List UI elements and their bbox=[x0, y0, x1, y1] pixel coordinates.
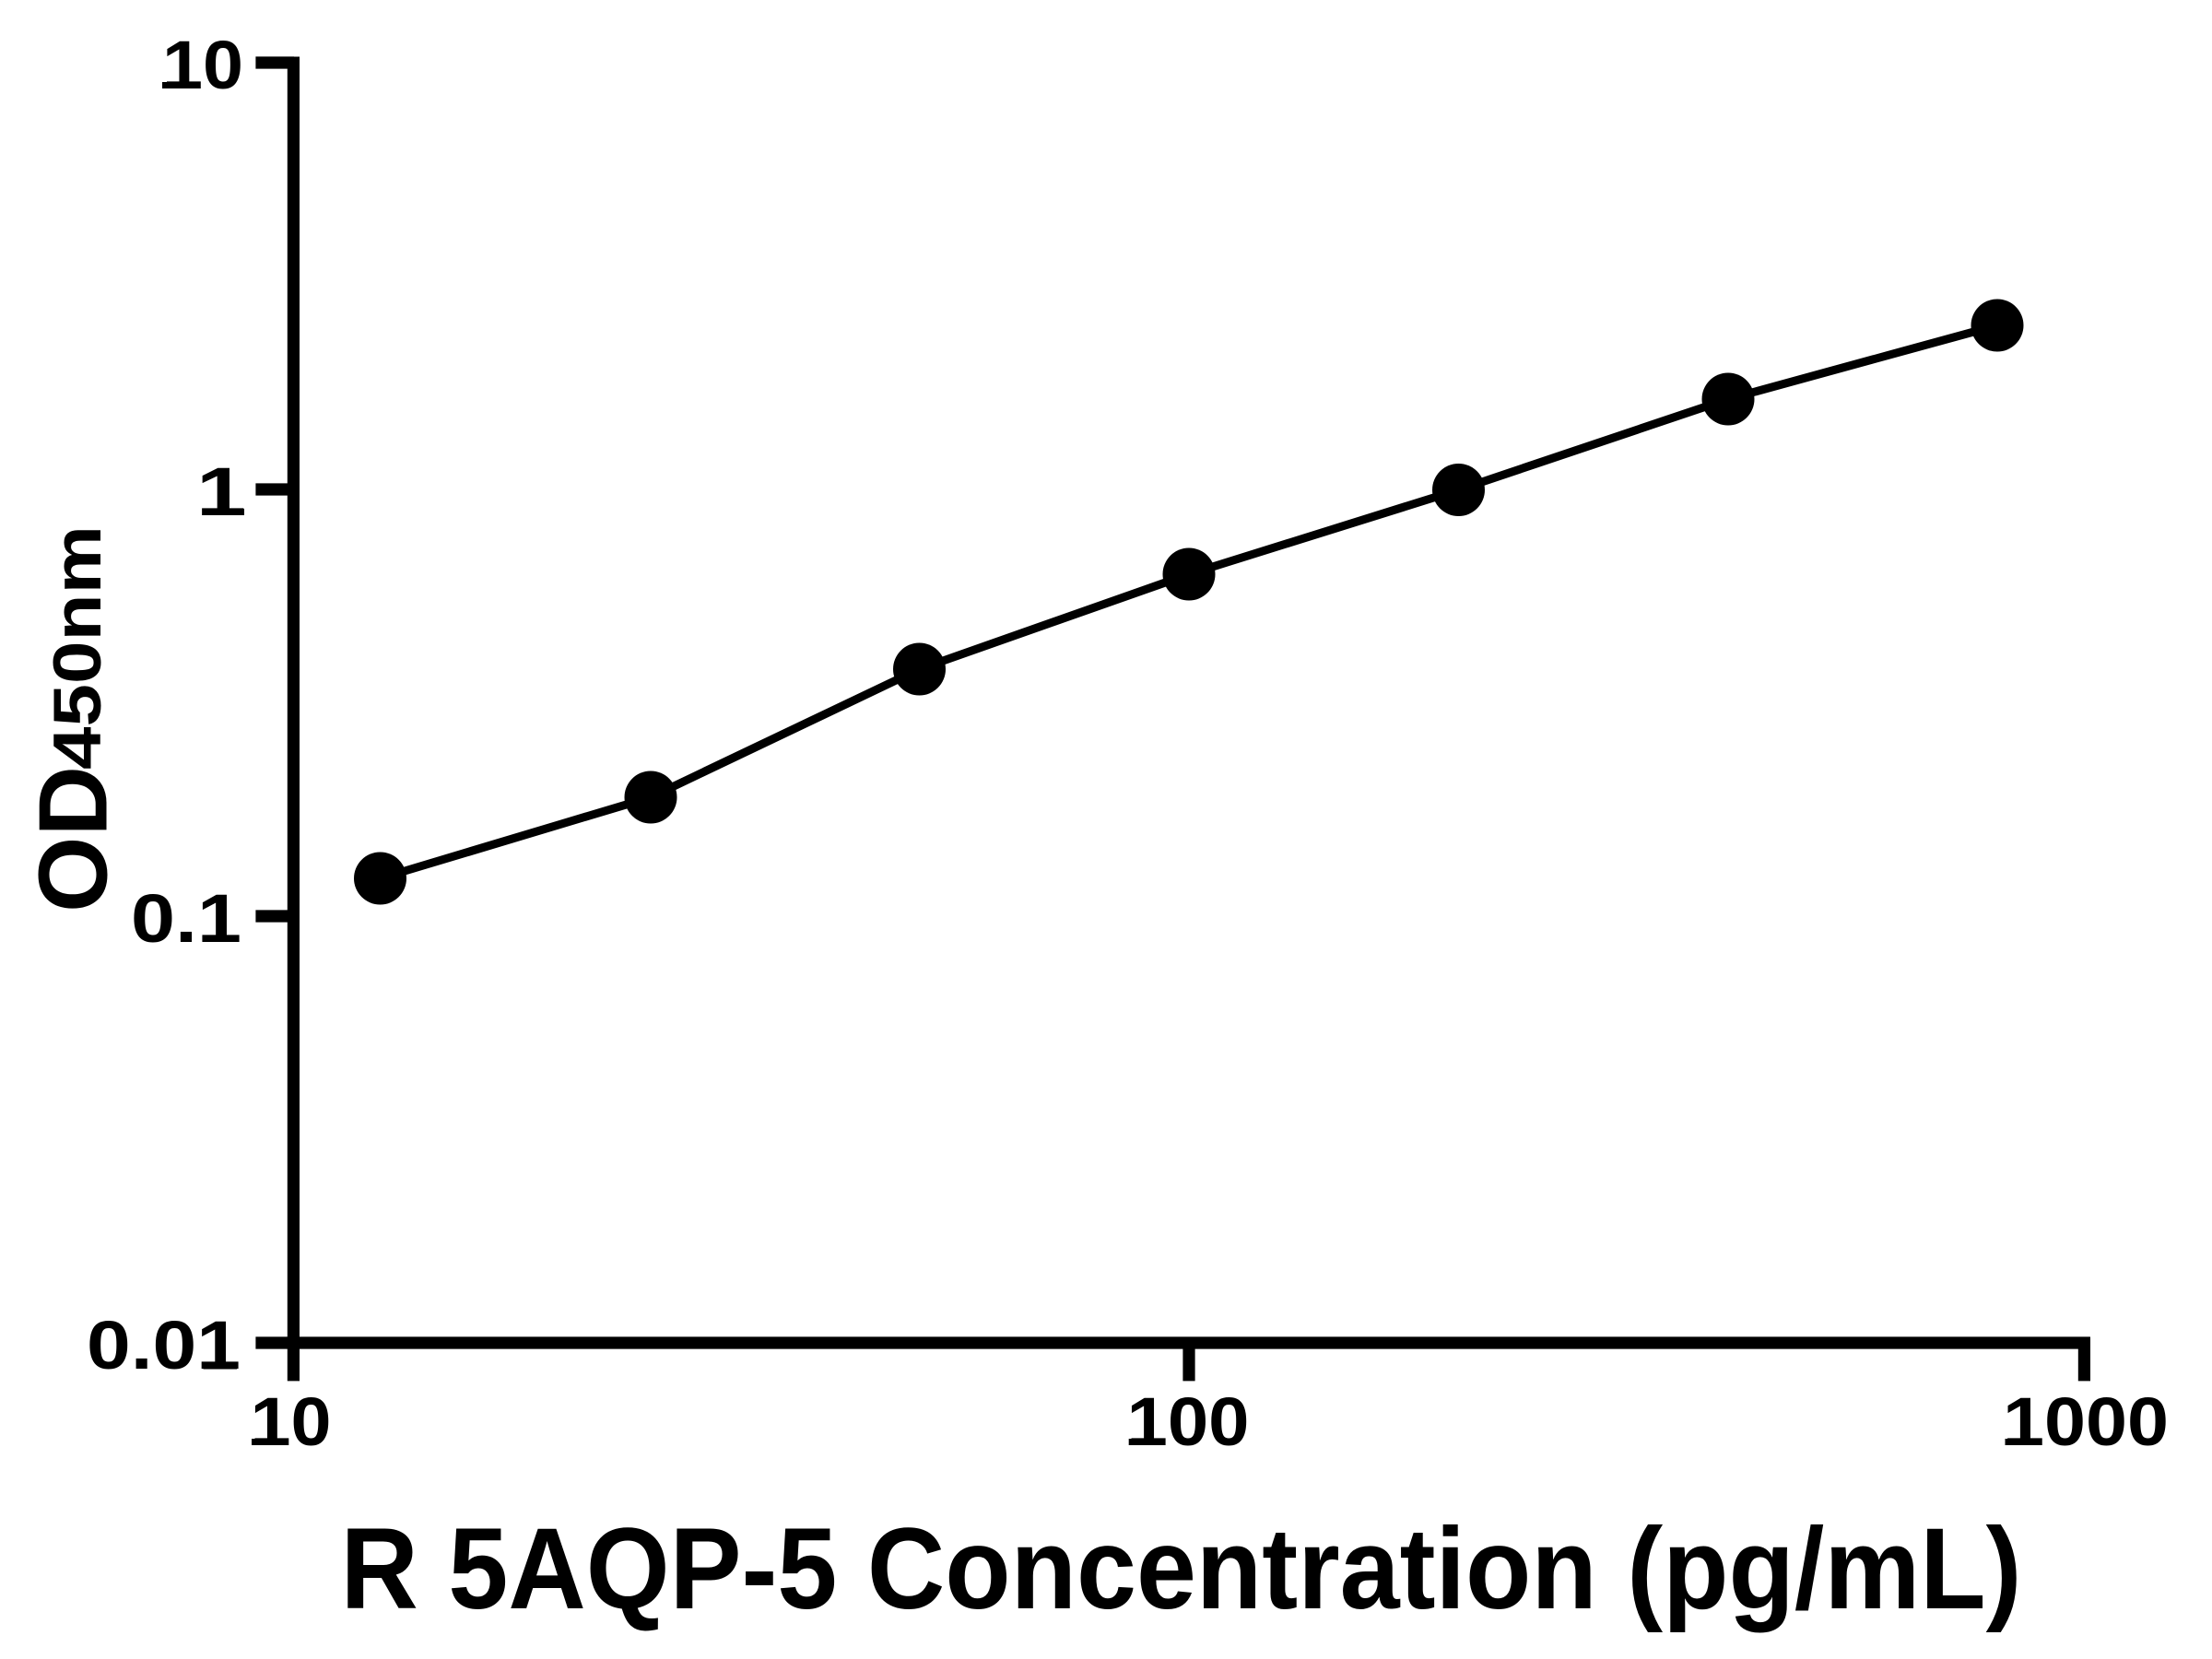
svg-text:10: 10 bbox=[251, 1383, 332, 1460]
svg-text:10: 10 bbox=[162, 27, 243, 103]
svg-text:0.01: 0.01 bbox=[87, 1307, 241, 1383]
svg-text:100: 100 bbox=[1127, 1383, 1250, 1460]
svg-text:OD: OD bbox=[18, 766, 127, 912]
svg-text:1000: 1000 bbox=[2003, 1383, 2169, 1460]
svg-text:0.1: 0.1 bbox=[131, 880, 241, 957]
svg-text:450nm: 450nm bbox=[41, 525, 115, 770]
svg-text:1: 1 bbox=[196, 453, 246, 530]
svg-text:R 5AQP-5 Concentration (pg/mL): R 5AQP-5 Concentration (pg/mL) bbox=[341, 1505, 2022, 1633]
